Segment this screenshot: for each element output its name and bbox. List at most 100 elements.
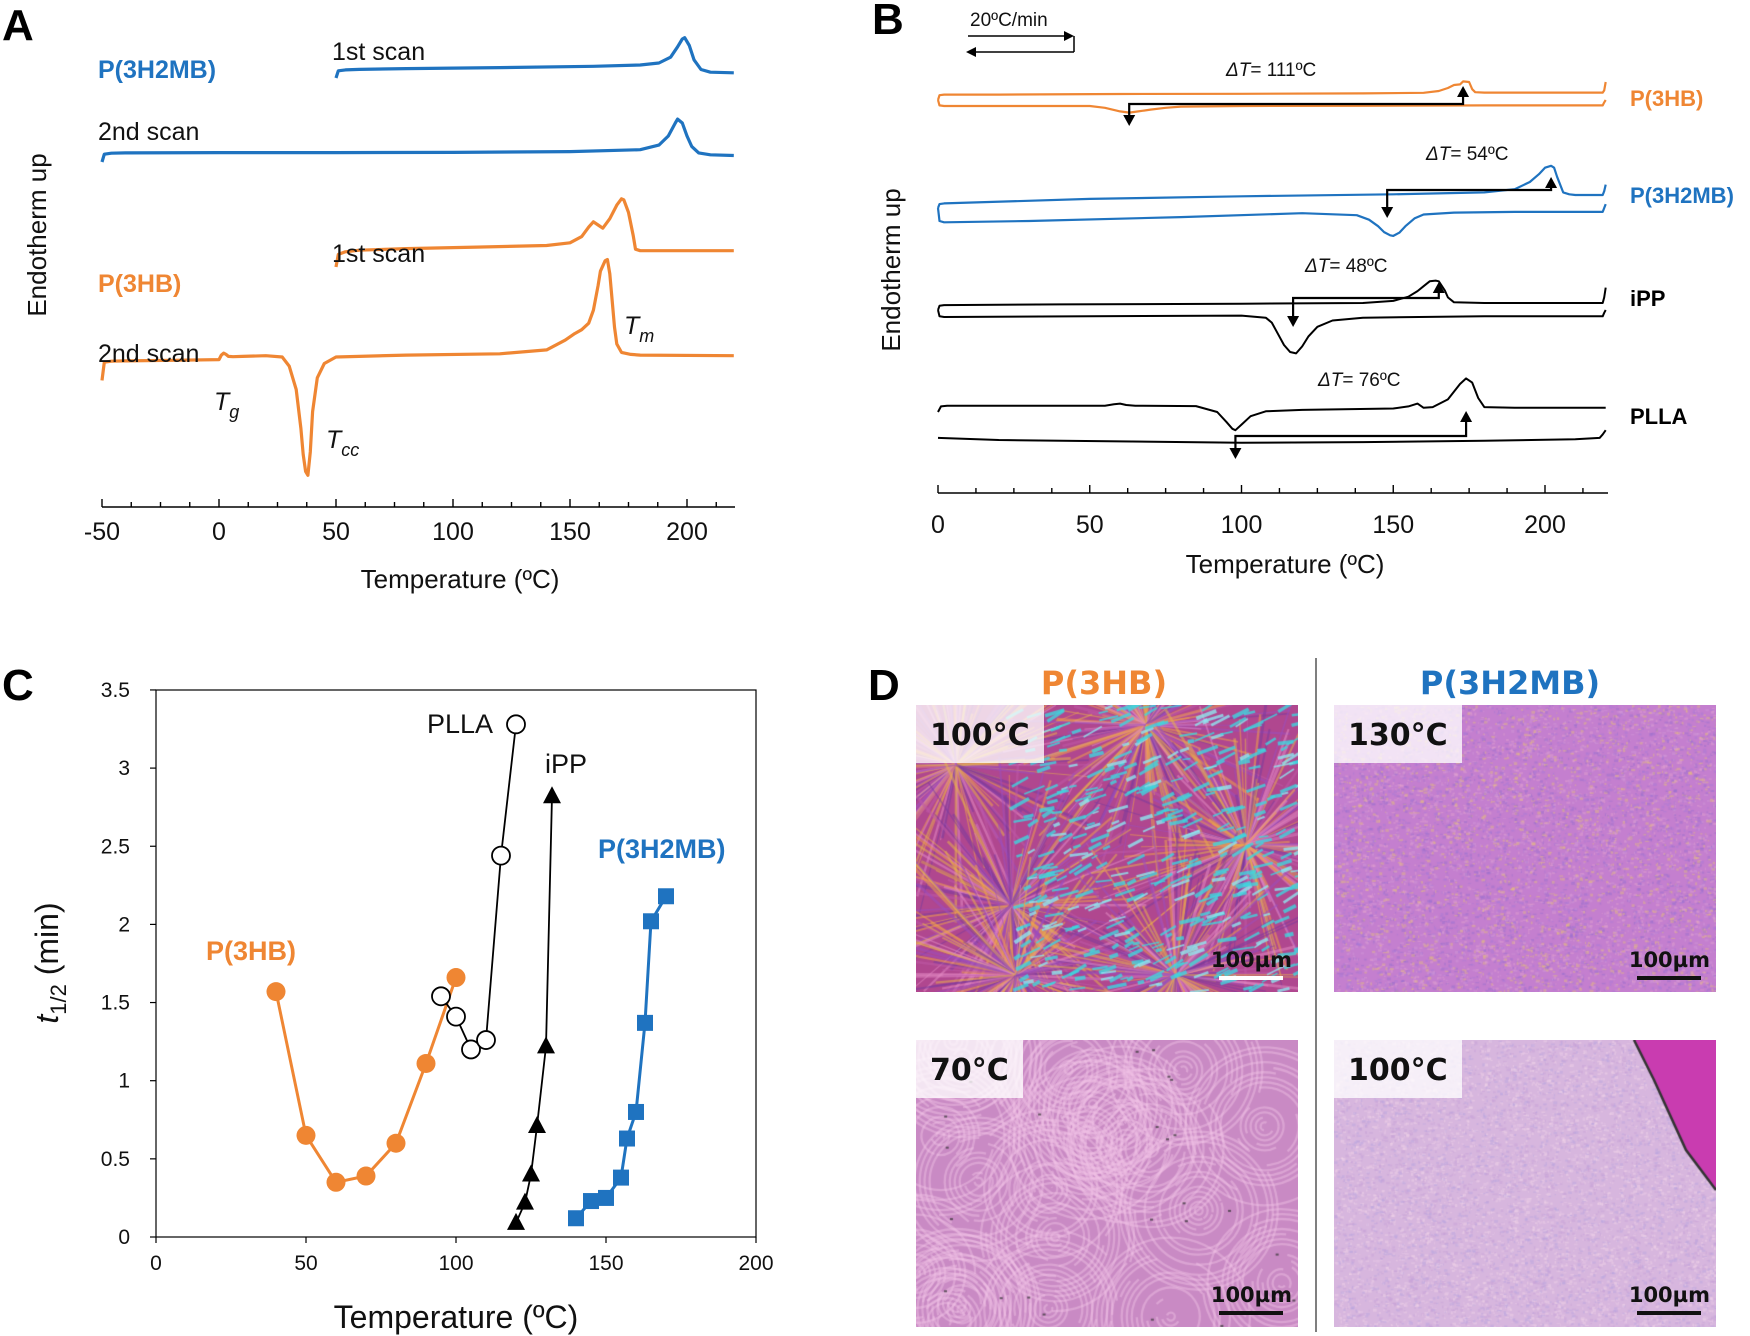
delta-t-label: ΔT= 48ºC: [1304, 256, 1388, 277]
micrograph-p3hb-100c: 100°C 100µm: [916, 705, 1298, 992]
series-line-3: [100, 257, 734, 477]
x-tick-label: 200: [666, 518, 708, 546]
data-point: [528, 1116, 546, 1134]
panel-a-scan-label-3: 1st scan: [332, 240, 425, 268]
scale-bar: 100µm: [1211, 948, 1292, 980]
panel-a-curves: [100, 36, 734, 477]
panel-label-a: A: [2, 1, 34, 50]
series-line-3: [936, 203, 1607, 237]
data-point: [326, 1172, 346, 1192]
temperature-label: 70°C: [916, 1040, 1023, 1098]
series-line-0: [936, 80, 1607, 101]
panel-b-curves: [936, 80, 1607, 444]
panel-a-scan-label-2: 2nd scan: [98, 118, 199, 146]
x-tick-label: 100: [432, 518, 474, 546]
x-tick-label: 50: [1076, 511, 1104, 539]
series-line-iPP: [515, 796, 553, 1224]
data-point: [598, 1189, 614, 1206]
panel-c-label-plla: PLLA: [427, 709, 493, 739]
delta-t-label: ΔT= 76ºC: [1317, 370, 1401, 391]
delta-t-label: ΔT= 54ºC: [1425, 144, 1509, 165]
data-point: [491, 845, 511, 866]
data-point: [507, 1212, 525, 1230]
series-line-2: [936, 164, 1607, 209]
panel-b-delta-t-arrows: ΔT= 111ºC ΔT= 54ºC ΔT= 48ºC ΔT= 76ºC: [1123, 60, 1558, 459]
y-tick-label: 1: [118, 1070, 130, 1093]
arrow-head-up: [1432, 282, 1445, 293]
panel-label-b: B: [872, 0, 904, 44]
arrow-head-up: [1460, 411, 1473, 422]
data-point: [637, 1014, 653, 1031]
panel-d-header-p3hb: P(3HB): [1041, 664, 1167, 702]
series-line-7: [937, 429, 1607, 444]
scale-bar-line: [1637, 1311, 1702, 1315]
panel-label-d: D: [868, 661, 900, 710]
micrograph-p3h2mb-130c: 130°C 100µm: [1334, 705, 1716, 992]
panel-b-rate-indicator: 20ºC/min: [966, 10, 1075, 57]
arrow-head-down: [1287, 316, 1300, 327]
data-point: [583, 1193, 599, 1210]
scale-bar-label: 100µm: [1628, 948, 1710, 972]
panel-b-ylabel: Endotherm up: [876, 188, 906, 351]
panel-a-xlabel: Temperature (ºC): [361, 564, 560, 594]
arrow-head-down: [1381, 207, 1394, 218]
panel-c-ylabel: t1/2 (min): [29, 902, 71, 1023]
scale-bar-line: [1219, 976, 1284, 980]
data-point: [628, 1103, 644, 1120]
data-point: [613, 1169, 629, 1186]
data-point: [296, 1125, 316, 1145]
data-point: [446, 1006, 466, 1027]
data-point: [506, 714, 526, 735]
panel-d-header-p3h2mb: P(3H2MB): [1420, 664, 1600, 702]
series-line-0: [334, 36, 734, 79]
panel-b-x-ticks: 0 50 100 150 200: [931, 485, 1584, 539]
scale-bar-label: 100µm: [1628, 1283, 1710, 1307]
data-point: [386, 1133, 406, 1153]
x-tick-label: 200: [1524, 511, 1566, 539]
panel-a-scan-label-4: 2nd scan: [98, 340, 199, 368]
series-line-6: [937, 377, 1606, 432]
data-point: [543, 786, 561, 804]
temperature-label: 100°C: [916, 705, 1044, 763]
temperature-label: 100°C: [1334, 1040, 1462, 1098]
delta-t-bracket: [1386, 186, 1553, 209]
data-point: [522, 1164, 540, 1182]
panel-c-label-ipp: iPP: [545, 749, 587, 779]
series-line-P(3HB): [274, 977, 458, 1184]
y-tick-label: 2: [118, 913, 130, 936]
scale-bar-label: 100µm: [1210, 948, 1292, 972]
x-tick-label: 0: [931, 511, 945, 539]
panel-a-x-ticks: -50 0 50 100 150 200: [84, 499, 717, 546]
panel-b-label-plla: PLLA: [1630, 404, 1688, 429]
y-tick-label: 1.5: [101, 992, 130, 1015]
x-tick-label: 200: [738, 1252, 773, 1275]
arrow-head-up: [1457, 86, 1470, 97]
data-point: [537, 1036, 555, 1054]
x-tick-label: 100: [1221, 511, 1263, 539]
delta-t-bracket: [1128, 95, 1465, 117]
delta-t-bracket: [1291, 291, 1440, 318]
x-tick-label: 0: [212, 518, 226, 546]
panel-a-series-label-p3hb: P(3HB): [98, 270, 181, 298]
data-point: [516, 1192, 534, 1210]
series-line-1: [100, 117, 734, 163]
y-tick-label: 0: [118, 1226, 130, 1249]
micrograph-p3h2mb-100c: 100°C 100µm: [1334, 1040, 1716, 1327]
panel-c-label-p3hb: P(3HB): [206, 936, 296, 966]
panel-a-ylabel: Endotherm up: [22, 153, 52, 316]
x-tick-label: 150: [549, 518, 591, 546]
series-line-5: [937, 309, 1607, 355]
x-tick-label: 150: [1372, 511, 1414, 539]
scale-bar: 100µm: [1629, 948, 1710, 980]
series-line-PLLA: [440, 724, 517, 1051]
data-point: [266, 982, 286, 1002]
data-point: [476, 1030, 496, 1050]
scale-bar-line: [1219, 1311, 1284, 1315]
arrow-head-down: [1123, 115, 1136, 126]
panel-a-series-label-p3h2mb: P(3H2MB): [98, 56, 216, 84]
arrow-head-down: [1229, 448, 1242, 459]
data-point: [658, 888, 674, 905]
y-tick-label: 0.5: [101, 1148, 130, 1171]
panel-c-series: [266, 714, 674, 1230]
